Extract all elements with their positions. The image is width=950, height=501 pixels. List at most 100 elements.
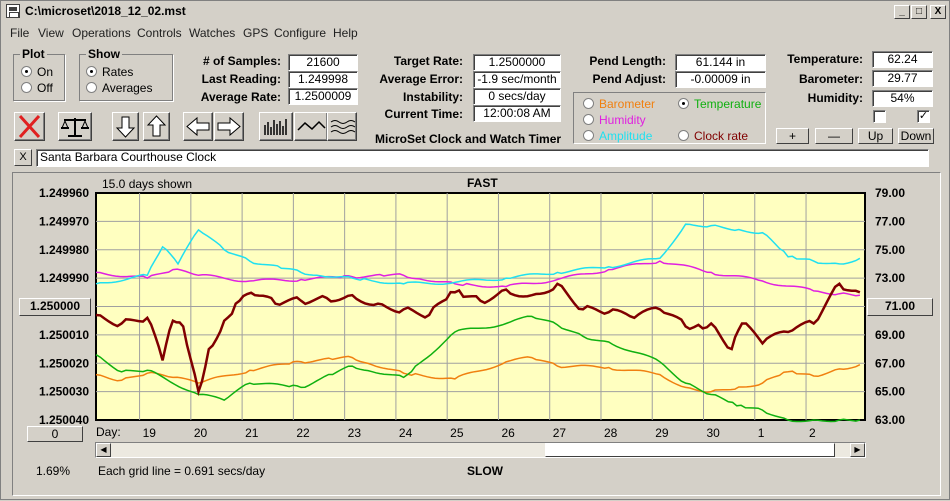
triangle-left-icon: ◀ xyxy=(100,445,107,454)
line-view-button[interactable] xyxy=(294,112,328,141)
environment-checkbox-2[interactable]: ✓ xyxy=(917,110,930,123)
menu-controls[interactable]: Controls xyxy=(137,26,182,40)
target-rate-field[interactable]: 1.2500000 xyxy=(473,54,561,71)
plot-on-radio[interactable]: On xyxy=(21,65,53,79)
bar-chart-icon xyxy=(264,119,287,135)
down-arrow-button[interactable] xyxy=(112,112,139,141)
slow-label: SLOW xyxy=(467,464,503,478)
minimize-button[interactable]: _ xyxy=(894,5,910,19)
instability-label: Instability: xyxy=(402,90,463,104)
temperature-radio[interactable]: Temperature xyxy=(678,97,761,111)
maximize-button[interactable]: □ xyxy=(911,5,927,19)
samples-label: # of Samples: xyxy=(202,54,281,68)
instability-field[interactable]: 0 secs/day xyxy=(473,88,561,105)
description-field[interactable]: Santa Barbara Courthouse Clock xyxy=(36,149,929,167)
scale-down-button[interactable]: Down xyxy=(898,128,934,144)
menu-view[interactable]: View xyxy=(38,26,64,40)
time-scrollbar[interactable]: ◀ ▶ xyxy=(95,442,866,458)
radio-empty-icon xyxy=(21,82,32,93)
scroll-right-button[interactable]: ▶ xyxy=(850,443,865,457)
show-averages-radio[interactable]: Averages xyxy=(86,81,152,95)
plot-group-title: Plot xyxy=(20,47,47,61)
pend-length-label: Pend Length: xyxy=(589,54,666,68)
average-error-field[interactable]: -1.9 sec/month xyxy=(473,71,561,88)
bar-view-button[interactable] xyxy=(259,112,293,141)
scale-minus-button[interactable]: — xyxy=(815,128,853,144)
last-reading-label: Last Reading: xyxy=(201,72,281,86)
scroll-thumb[interactable] xyxy=(545,443,835,457)
barometer-field[interactable]: 29.77 xyxy=(872,70,933,87)
clock-rate-radio[interactable]: Clock rate xyxy=(678,129,748,143)
percent-readout: 1.69% xyxy=(36,464,71,478)
scale-up-button[interactable]: Up xyxy=(858,128,893,144)
wave-line-icon xyxy=(297,120,326,131)
barometer-option-label: Barometer xyxy=(599,97,656,111)
radio-selected-icon xyxy=(678,98,689,109)
humidity-label: Humidity: xyxy=(807,91,863,105)
grid-note: Each grid line = 0.691 secs/day xyxy=(98,464,266,478)
show-averages-label: Averages xyxy=(102,81,153,95)
plot-off-radio[interactable]: Off xyxy=(21,81,53,95)
pend-adjust-field[interactable]: -0.00009 in xyxy=(675,71,766,88)
environment-checkbox-1[interactable] xyxy=(873,110,886,123)
current-time-field[interactable]: 12:00:08 AM xyxy=(473,105,561,122)
radio-empty-icon xyxy=(583,130,594,141)
radio-selected-icon xyxy=(86,66,97,77)
barometer-label: Barometer: xyxy=(798,72,863,86)
up-arrow-button[interactable] xyxy=(143,112,170,141)
last-reading-field[interactable]: 1.249998 xyxy=(288,71,358,88)
target-rate-label: Target Rate: xyxy=(393,54,463,68)
menu-operations[interactable]: Operations xyxy=(72,26,131,40)
offset-button[interactable]: 0 xyxy=(27,426,83,442)
arrow-down-icon xyxy=(115,116,136,138)
stop-button[interactable] xyxy=(14,112,45,141)
temperature-label: Temperature: xyxy=(787,52,863,66)
humidity-field[interactable]: 54% xyxy=(872,90,933,107)
humidity-radio[interactable]: Humidity xyxy=(583,113,646,127)
menu-gps[interactable]: GPS xyxy=(243,26,269,40)
balance-scale-icon xyxy=(61,118,89,137)
balance-button[interactable] xyxy=(58,112,92,141)
temperature-field[interactable]: 62.24 xyxy=(872,51,933,68)
show-rates-radio[interactable]: Rates xyxy=(86,65,133,79)
temperature-option-label: Temperature xyxy=(694,97,762,111)
show-rates-label: Rates xyxy=(102,65,134,79)
average-error-label: Average Error: xyxy=(379,72,463,86)
chart-panel xyxy=(12,172,941,496)
arrow-right-icon xyxy=(217,116,241,137)
app-icon[interactable] xyxy=(6,4,20,18)
amplitude-radio[interactable]: Amplitude xyxy=(583,129,652,143)
checkmark-icon: ✓ xyxy=(918,110,929,122)
scroll-left-button[interactable]: ◀ xyxy=(96,443,111,457)
arrow-up-icon xyxy=(146,115,167,137)
menu-configure[interactable]: Configure xyxy=(274,26,327,40)
right-arrow-button[interactable] xyxy=(214,112,244,141)
barometer-radio[interactable]: Barometer xyxy=(583,97,655,111)
scale-plus-button[interactable]: + xyxy=(776,128,809,144)
menu-help[interactable]: Help xyxy=(333,26,358,40)
menu-file[interactable]: File xyxy=(10,26,30,40)
description-close-button[interactable]: X xyxy=(14,149,32,166)
radio-empty-icon xyxy=(583,114,594,125)
center-left-button[interactable]: 1.250000 xyxy=(19,298,91,316)
days-shown-label: 15.0 days shown xyxy=(102,177,193,191)
multi-line-view-button[interactable] xyxy=(327,112,357,141)
humidity-option-label: Humidity xyxy=(599,113,646,127)
average-rate-field[interactable]: 1.2500009 xyxy=(288,88,358,105)
show-group: Show xyxy=(79,47,173,101)
close-button[interactable]: X xyxy=(930,5,946,19)
current-time-label: Current Time: xyxy=(384,107,463,121)
radio-selected-icon xyxy=(21,66,32,77)
center-right-button[interactable]: 71.00 xyxy=(867,298,933,316)
red-x-icon xyxy=(18,114,41,139)
menu-watches[interactable]: Watches xyxy=(189,26,236,40)
triangle-right-icon: ▶ xyxy=(854,445,861,454)
pend-length-field[interactable]: 61.144 in xyxy=(675,54,766,71)
title-bar[interactable]: C:\microset\2018_12_02.mst _ □ X xyxy=(1,1,949,21)
pend-adjust-label: Pend Adjust: xyxy=(592,72,666,86)
radio-empty-icon xyxy=(678,130,689,141)
samples-field[interactable]: 21600 xyxy=(288,54,358,71)
menu-bar: File View Operations Controls Watches GP… xyxy=(1,23,949,43)
left-arrow-button[interactable] xyxy=(183,112,213,141)
